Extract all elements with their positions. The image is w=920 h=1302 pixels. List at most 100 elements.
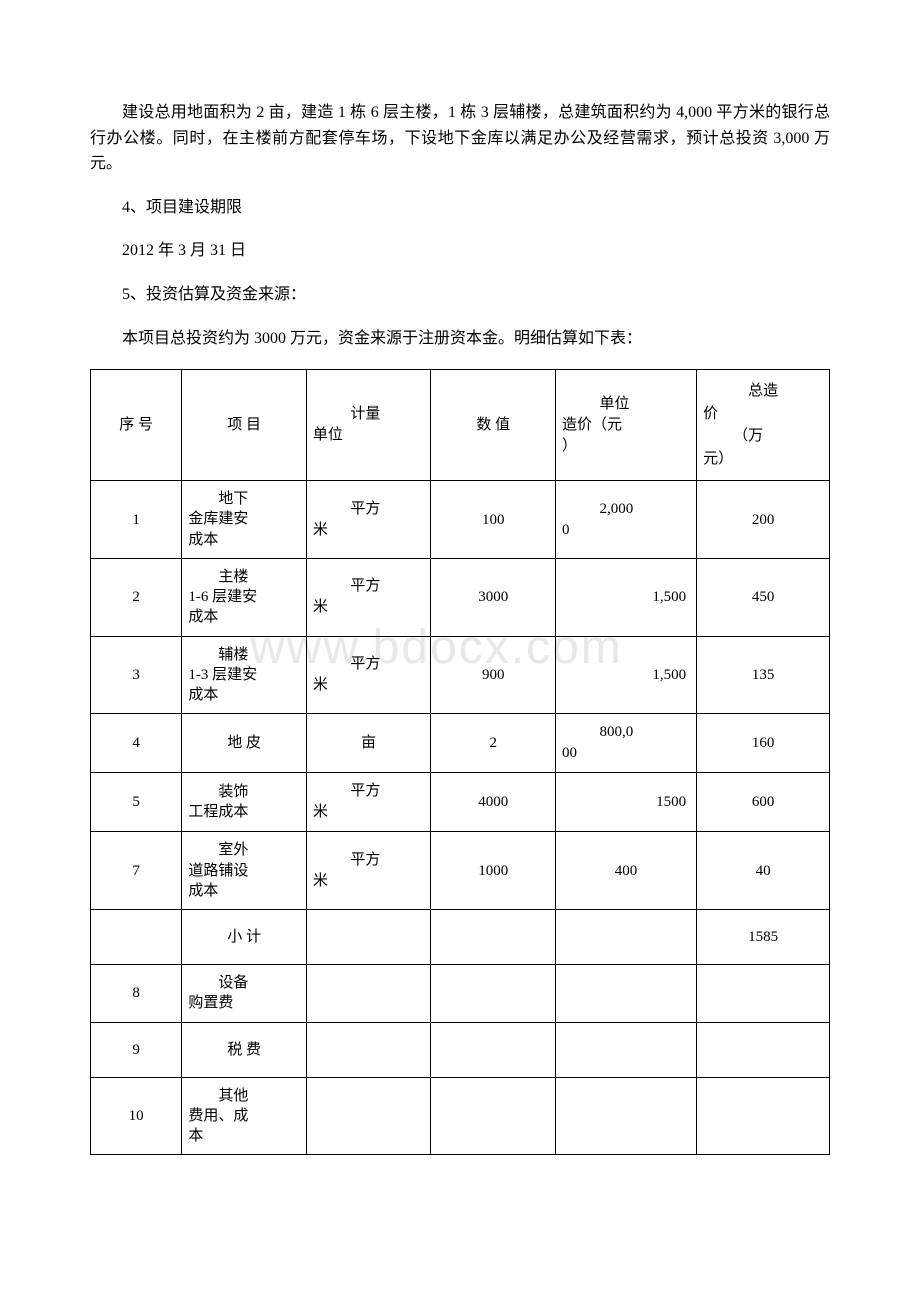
cell-price: 2,000 0: [555, 481, 696, 559]
cell-item-l1: 室外: [188, 840, 300, 860]
cell-total: [697, 965, 830, 1023]
cell-unit-l1: 平方: [313, 499, 425, 520]
cell-item-l2: 道路铺设: [188, 861, 300, 881]
cell-item-l3: 成本: [188, 881, 300, 901]
cell-price-l2: 00: [562, 743, 690, 764]
table-row: 9 税 费: [91, 1022, 830, 1077]
header-unit-l1: 计量: [313, 404, 425, 425]
cell-unit: [306, 1077, 431, 1155]
cell-unit-l1: 平方: [313, 781, 425, 802]
cell-value: 2: [431, 714, 556, 773]
cell-item: 辅楼 1-3 层建安 成本: [182, 636, 307, 714]
cell-item-l3: 本: [188, 1126, 300, 1146]
cell-item: 装饰 工程成本: [182, 773, 307, 832]
cell-price: [555, 965, 696, 1023]
cell-seq: 2: [91, 558, 182, 636]
table-row: 3 辅楼 1-3 层建安 成本 平方 米 900 1,500 135: [91, 636, 830, 714]
cell-price-l1: 800,0: [562, 722, 690, 743]
cell-price-l1: 2,000: [562, 499, 690, 520]
cell-item-l1: 其他: [188, 1086, 300, 1106]
cell-unit-l2: 米: [313, 802, 425, 823]
cost-estimate-table: 序 号 项 目 计量 单位 数 值 单位 造价（元 ） 总造 价 （万 元） 1…: [90, 369, 830, 1155]
cell-value: 3000: [431, 558, 556, 636]
cell-item-l2: 工程成本: [188, 802, 300, 822]
cell-total: 135: [697, 636, 830, 714]
cell-seq: 7: [91, 832, 182, 910]
cell-total: 200: [697, 481, 830, 559]
cell-unit-l1: 平方: [313, 576, 425, 597]
paragraph-summary: 本项目总投资约为 3000 万元，资金来源于注册资本金。明细估算如下表：: [90, 326, 830, 352]
cell-unit-l1: 平方: [313, 850, 425, 871]
table-row: 7 室外 道路铺设 成本 平方 米 1000 400 40: [91, 832, 830, 910]
cell-unit: 平方 米: [306, 558, 431, 636]
cell-item-l2: 购置费: [188, 993, 300, 1013]
cell-seq: 3: [91, 636, 182, 714]
cell-seq: 5: [91, 773, 182, 832]
cell-total: [697, 1077, 830, 1155]
cell-price: 1,500: [555, 558, 696, 636]
cell-unit: 平方 米: [306, 636, 431, 714]
cell-seq: 8: [91, 965, 182, 1023]
header-total-l3: （万: [703, 425, 823, 448]
cell-value: 1000: [431, 832, 556, 910]
table-header-row: 序 号 项 目 计量 单位 数 值 单位 造价（元 ） 总造 价 （万 元）: [91, 370, 830, 481]
cell-item-l3: 成本: [188, 685, 300, 705]
cell-unit: 平方 米: [306, 773, 431, 832]
cell-item-l2: 1-6 层建安: [188, 587, 300, 607]
table-row: 5 装饰 工程成本 平方 米 4000 1500 600: [91, 773, 830, 832]
cell-item-l1: 辅楼: [188, 645, 300, 665]
cell-unit-l2: 米: [313, 675, 425, 696]
paragraph-section-5: 5、投资估算及资金来源：: [90, 282, 830, 308]
cell-item-l2: 费用、成: [188, 1106, 300, 1126]
table-row: 8 设备 购置费: [91, 965, 830, 1023]
cell-seq: 4: [91, 714, 182, 773]
paragraph-date: 2012 年 3 月 31 日: [90, 238, 830, 264]
table-row: 小 计 1585: [91, 910, 830, 965]
header-value: 数 值: [431, 370, 556, 481]
cell-item: 其他 费用、成 本: [182, 1077, 307, 1155]
cell-unit: [306, 1022, 431, 1077]
cell-value: [431, 1022, 556, 1077]
table-row: 4 地 皮 亩 2 800,0 00 160: [91, 714, 830, 773]
cell-item-l1: 主楼: [188, 567, 300, 587]
cell-value: [431, 1077, 556, 1155]
cell-item-l1: 装饰: [188, 782, 300, 802]
cell-value: [431, 910, 556, 965]
cell-unit-l1: 平方: [313, 654, 425, 675]
cell-price: 1,500: [555, 636, 696, 714]
table-row: 1 地下 金库建安 成本 平方 米 100 2,000 0 200: [91, 481, 830, 559]
cell-item: 地 皮: [182, 714, 307, 773]
cell-unit-l2: 米: [313, 520, 425, 541]
cell-item-l1: 设备: [188, 973, 300, 993]
cell-item-l1: 地下: [188, 489, 300, 509]
cell-seq: [91, 910, 182, 965]
cell-unit: 平方 米: [306, 832, 431, 910]
cell-total: 160: [697, 714, 830, 773]
cell-item: 地下 金库建安 成本: [182, 481, 307, 559]
header-total: 总造 价 （万 元）: [697, 370, 830, 481]
cell-unit-l2: 米: [313, 871, 425, 892]
cell-item: 主楼 1-6 层建安 成本: [182, 558, 307, 636]
cell-price: 1500: [555, 773, 696, 832]
cell-price: 400: [555, 832, 696, 910]
cell-value: [431, 965, 556, 1023]
cell-item-l2: 1-3 层建安: [188, 665, 300, 685]
header-total-l2: 价: [703, 403, 823, 426]
cell-item-l3: 成本: [188, 530, 300, 550]
cell-seq: 9: [91, 1022, 182, 1077]
cell-total: [697, 1022, 830, 1077]
cell-price: [555, 1077, 696, 1155]
header-price-l1: 单位: [562, 394, 690, 415]
cell-price: 800,0 00: [555, 714, 696, 773]
header-price-l3: ）: [562, 436, 690, 457]
cell-unit-l2: 米: [313, 597, 425, 618]
cell-total: 40: [697, 832, 830, 910]
cell-item: 税 费: [182, 1022, 307, 1077]
header-unit-l2: 单位: [313, 425, 425, 446]
cell-seq: 1: [91, 481, 182, 559]
cell-unit: [306, 965, 431, 1023]
cell-unit: 平方 米: [306, 481, 431, 559]
cell-total: 600: [697, 773, 830, 832]
cell-total: 1585: [697, 910, 830, 965]
cell-item: 小 计: [182, 910, 307, 965]
